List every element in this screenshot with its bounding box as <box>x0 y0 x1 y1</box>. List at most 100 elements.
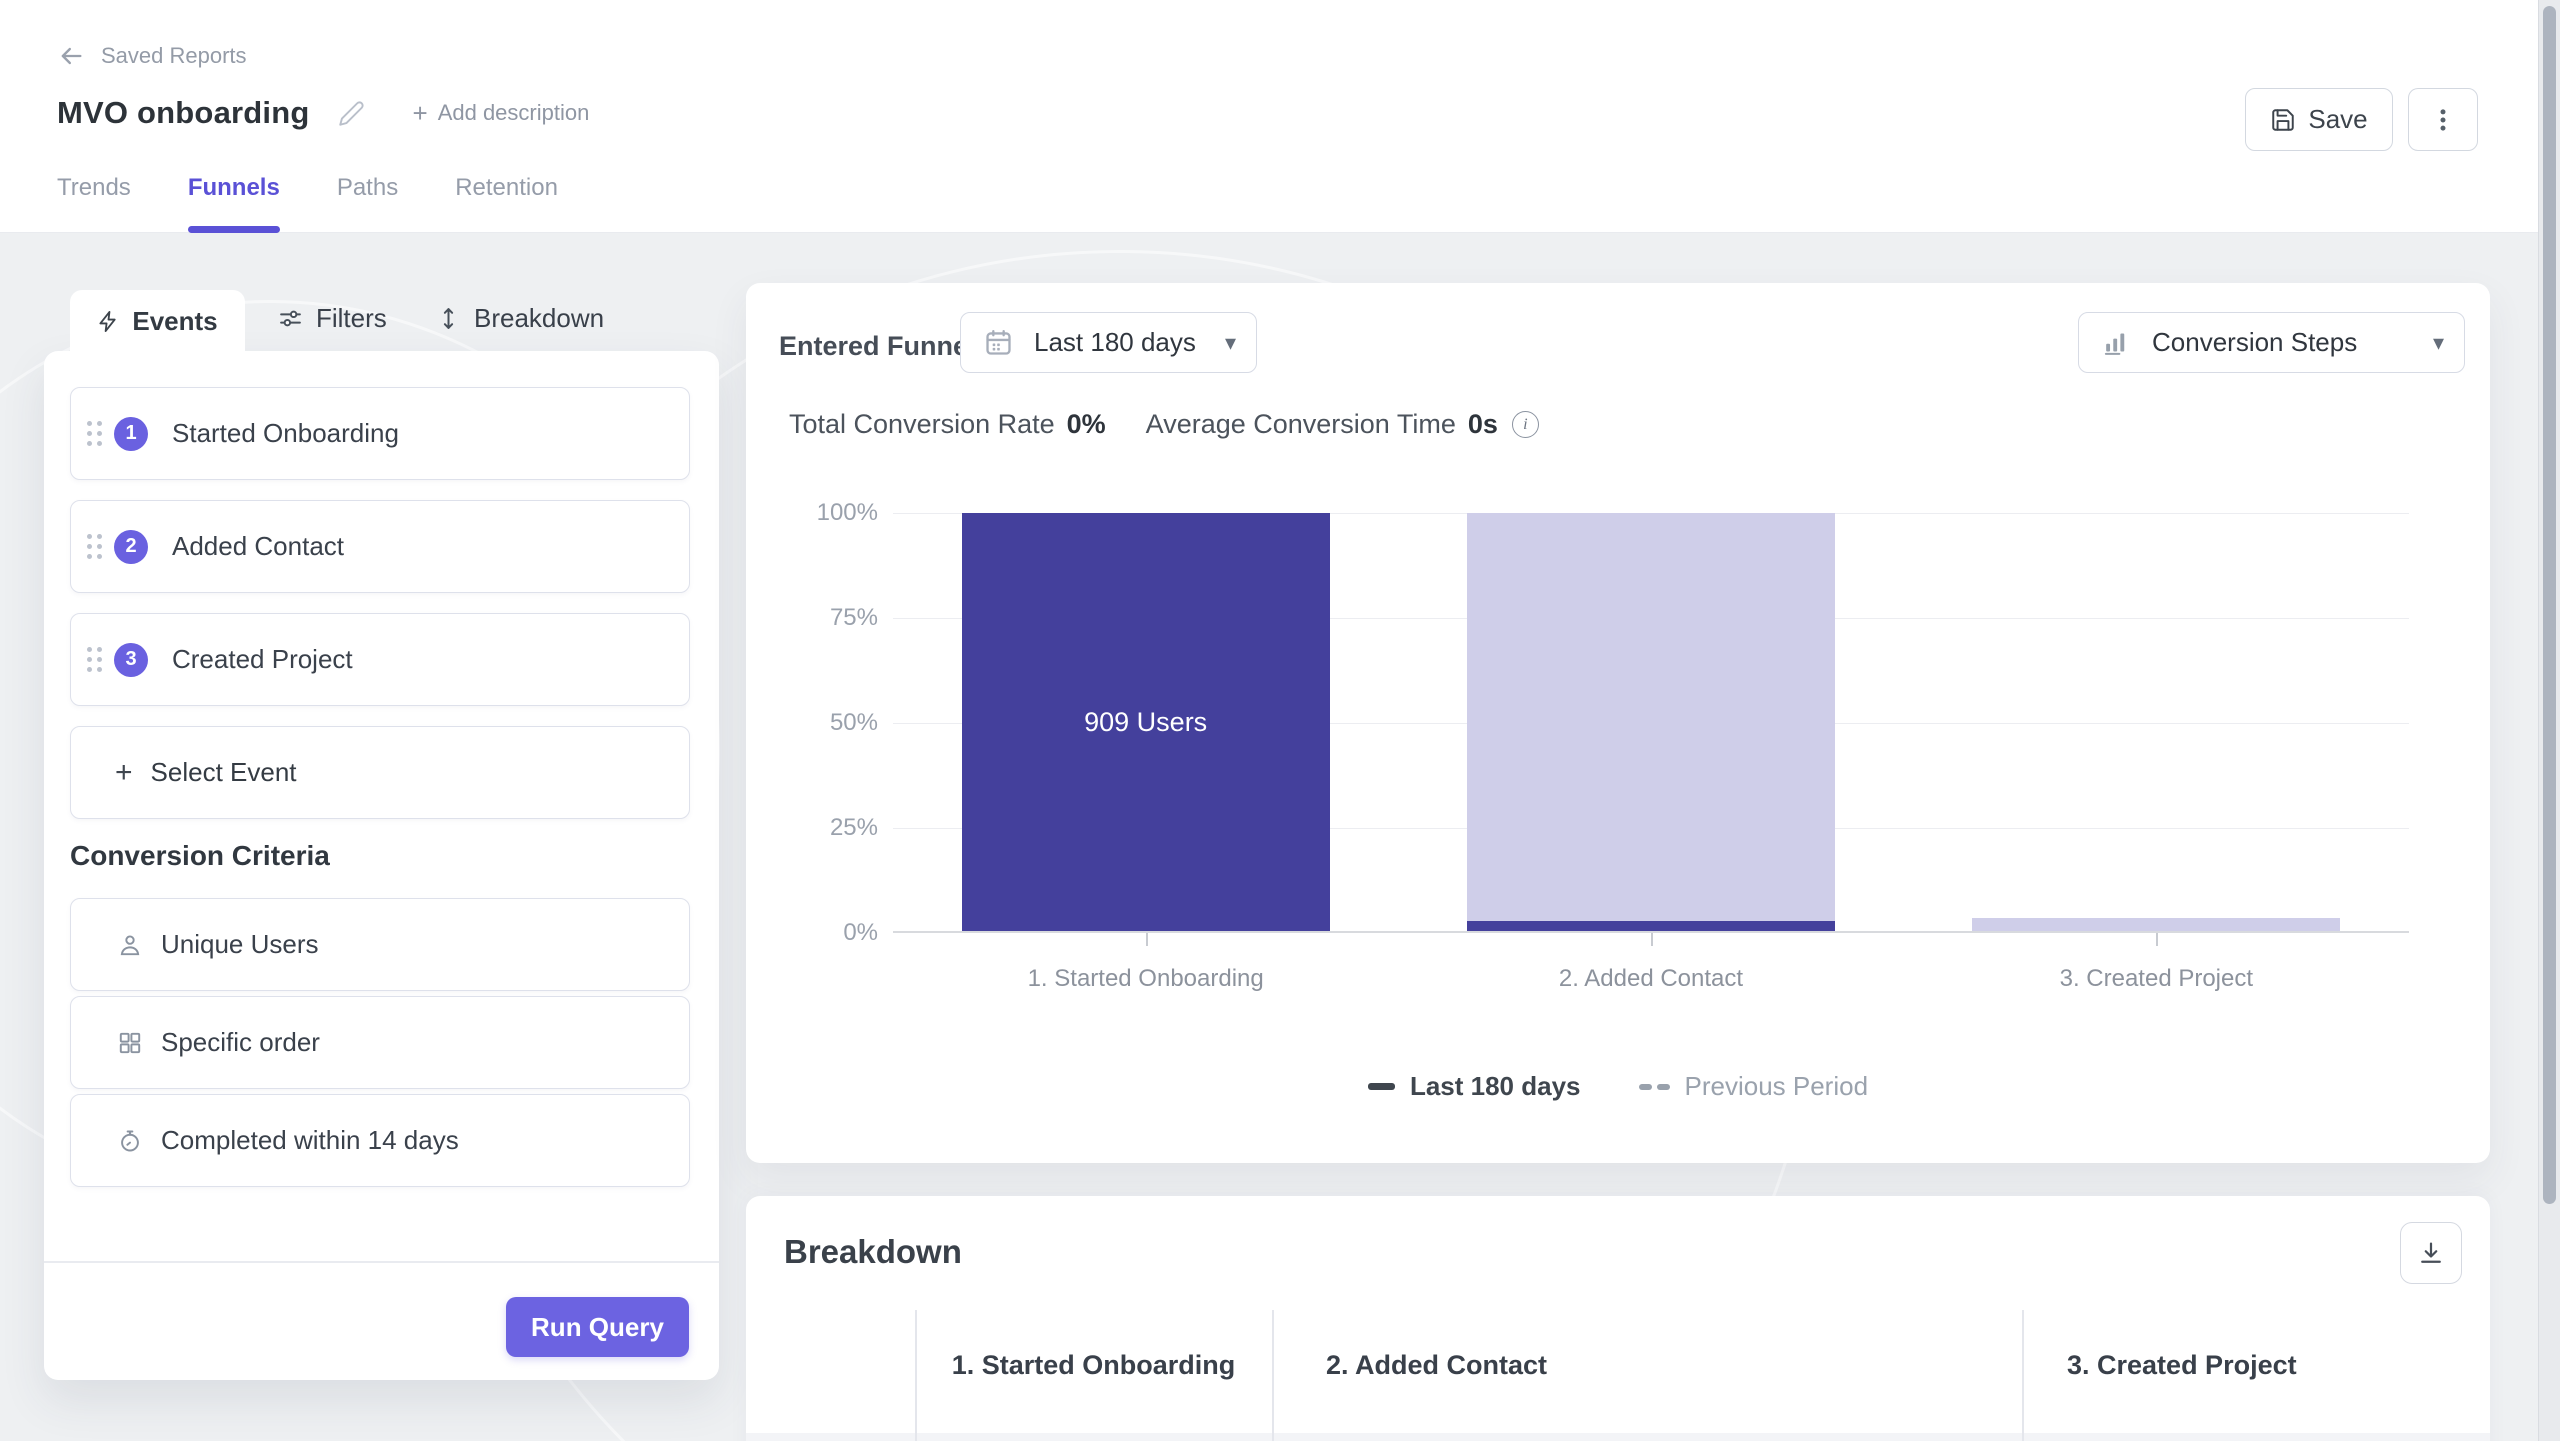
page-title: MVO onboarding <box>57 95 310 130</box>
tab-trends[interactable]: Trends <box>57 174 131 201</box>
user-icon <box>120 934 140 955</box>
vertical-scrollbar-thumb[interactable] <box>2543 6 2556 1204</box>
step-event-label: Added Contact <box>172 531 345 561</box>
download-icon <box>2421 1242 2441 1263</box>
run-query-button[interactable]: Run Query <box>506 1297 689 1357</box>
funnel-bar-3[interactable] <box>1904 513 2409 946</box>
save-label: Save <box>2308 104 2368 134</box>
criteria-conversion-window[interactable]: Completed within 14 days <box>70 1094 690 1187</box>
builder-tab-filters-label: Filters <box>316 303 387 333</box>
header-actions: Save <box>2245 88 2478 151</box>
kebab-icon <box>2440 108 2446 131</box>
funnel-step-row-3[interactable]: 3 Created Project <box>70 613 690 706</box>
dashed-line-swatch-icon <box>1638 1083 1670 1090</box>
builder-tab-breakdown-label: Breakdown <box>474 303 605 333</box>
funnel-bar-1[interactable]: 909 Users <box>893 513 1398 946</box>
chart-view-dropdown[interactable]: Conversion Steps ▾ <box>2078 312 2465 373</box>
legend-item-current[interactable]: Last 180 days <box>1367 1071 1581 1102</box>
criteria-counting-method[interactable]: Unique Users <box>70 898 690 991</box>
summary-stats-row: Total Conversion Rate 0% Average Convers… <box>789 409 1539 440</box>
previous-period-bar <box>1972 918 2341 931</box>
step-event-label: Started Onboarding <box>172 418 399 448</box>
edit-title-button[interactable] <box>338 100 365 127</box>
legend-label: Previous Period <box>1684 1071 1869 1101</box>
criteria-label: Completed within 14 days <box>161 1125 459 1155</box>
legend-label: Last 180 days <box>1409 1071 1581 1101</box>
bolt-icon <box>99 310 116 332</box>
builder-tab-breakdown[interactable]: Breakdown <box>436 303 604 334</box>
vertical-scrollbar-track[interactable] <box>2538 0 2560 1441</box>
y-tick-label: 50% <box>829 709 878 736</box>
column-header-step-1: 1. Started Onboarding <box>951 1350 1236 1380</box>
sliders-icon <box>280 310 301 327</box>
tab-paths[interactable]: Paths <box>336 174 399 201</box>
drag-handle-icon[interactable] <box>87 534 102 559</box>
column-header-step-2: 2. Added Contact <box>1326 1350 1548 1380</box>
previous-period-bar <box>1466 513 1835 931</box>
tab-retention[interactable]: Retention <box>455 174 558 201</box>
y-tick-label: 0% <box>843 919 878 946</box>
funnel-step-row-1[interactable]: 1 Started Onboarding <box>70 387 690 480</box>
current-period-bar <box>1466 920 1835 931</box>
entered-funnel-label: Entered Funnel <box>779 331 976 361</box>
avg-conversion-time-label: Average Conversion Time <box>1145 409 1456 439</box>
bar-chart-icon <box>2104 333 2125 355</box>
solid-line-swatch-icon <box>1367 1083 1395 1090</box>
legend-item-previous[interactable]: Previous Period <box>1638 1071 1869 1102</box>
funnel-step-row-2[interactable]: 2 Added Contact <box>70 500 690 593</box>
add-description-button[interactable]: + Add description <box>413 100 590 126</box>
title-row: MVO onboarding + Add description <box>57 95 589 131</box>
conversion-criteria-heading: Conversion Criteria <box>70 840 330 871</box>
date-range-value: Last 180 days <box>1034 327 1196 357</box>
top-header: Saved Reports MVO onboarding + Add descr… <box>0 0 2560 233</box>
y-axis-labels: 100% 75% 50% 25% 0% <box>746 499 878 946</box>
more-options-button[interactable] <box>2408 88 2478 151</box>
avg-conversion-time-value: 0s <box>1467 409 1498 439</box>
criteria-label: Specific order <box>161 1027 320 1057</box>
step-number-badge: 3 <box>114 642 148 677</box>
step-event-label: Created Project <box>172 644 353 674</box>
total-conversion-rate-value: 0% <box>1066 409 1106 439</box>
breakdown-heading: Breakdown <box>784 1233 962 1270</box>
select-event-button[interactable]: + Select Event <box>70 726 690 819</box>
report-type-tabs: Trends Funnels Paths Retention <box>57 174 558 233</box>
breakdown-panel: Breakdown 1. Started Onboarding 2. Added… <box>746 1196 2490 1441</box>
date-range-dropdown[interactable]: Last 180 days ▾ <box>960 312 1257 373</box>
x-axis-label: 3. Created Project <box>2059 965 2254 992</box>
arrows-vertical-icon <box>443 308 454 329</box>
back-to-saved-reports[interactable]: Saved Reports <box>57 42 247 70</box>
select-event-label: Select Event <box>150 757 297 787</box>
builder-footer-divider <box>44 1261 719 1263</box>
chart-view-value: Conversion Steps <box>2152 327 2358 357</box>
info-icon[interactable]: i <box>1511 411 1539 438</box>
total-conversion-rate-stat: Total Conversion Rate 0% <box>789 409 1106 440</box>
builder-tab-filters[interactable]: Filters <box>278 303 387 334</box>
tab-funnels[interactable]: Funnels <box>187 174 280 233</box>
step-number-badge: 2 <box>114 529 148 564</box>
plot-area: 909 Users <box>893 513 2409 946</box>
total-conversion-rate-label: Total Conversion Rate <box>789 409 1055 439</box>
table-row <box>746 1433 2490 1441</box>
table-column-divider <box>915 1310 917 1441</box>
x-axis-label: 1. Started Onboarding <box>1027 965 1264 992</box>
download-csv-button[interactable] <box>2400 1222 2462 1284</box>
funnel-chart-panel: Entered Funnel Last 180 days ▾ Conversio… <box>746 283 2490 1163</box>
save-icon <box>2272 108 2295 131</box>
chart-legend: Last 180 days Previous Period <box>746 1071 2490 1102</box>
info-glyph: i <box>1523 415 1528 433</box>
save-button[interactable]: Save <box>2245 88 2393 151</box>
drag-handle-icon[interactable] <box>87 647 102 672</box>
y-tick-label: 100% <box>816 499 878 526</box>
funnel-bar-2[interactable] <box>1398 513 1903 946</box>
column-header-step-3: 3. Created Project <box>2067 1350 2297 1380</box>
plus-icon: + <box>115 755 133 789</box>
stopwatch-icon <box>121 1129 139 1152</box>
y-tick-label: 75% <box>829 604 878 631</box>
table-column-divider <box>1272 1310 1274 1441</box>
y-tick-label: 25% <box>829 814 878 841</box>
breadcrumb-label: Saved Reports <box>101 43 247 68</box>
drag-handle-icon[interactable] <box>87 421 102 446</box>
criteria-step-order[interactable]: Specific order <box>70 996 690 1089</box>
builder-tab-events[interactable]: Events <box>70 290 245 352</box>
calendar-icon <box>986 329 1011 355</box>
